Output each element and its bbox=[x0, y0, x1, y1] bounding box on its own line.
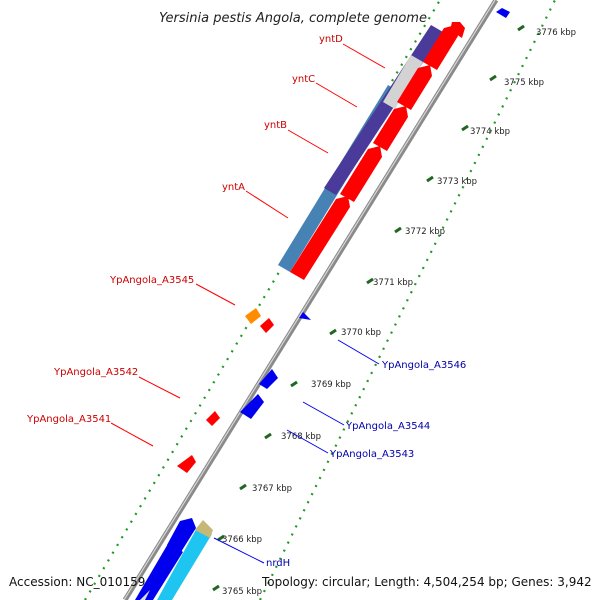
scale-label: 3769 kbp bbox=[311, 380, 351, 390]
gene-arrow-yntB bbox=[340, 146, 382, 202]
scale-tick bbox=[329, 328, 337, 336]
gene-arrow-YpAngola_A3544 bbox=[259, 369, 278, 389]
label-connector bbox=[195, 283, 236, 306]
scale-tick bbox=[517, 24, 525, 32]
scale-label: 3773 kbp bbox=[437, 177, 477, 187]
gene-band-tan bbox=[195, 520, 213, 538]
scale-label: 3765 kbp bbox=[222, 587, 262, 597]
scale-tick bbox=[264, 432, 272, 440]
genome-summary-text: Topology: circular; Length: 4,504,254 bp… bbox=[261, 575, 592, 589]
forward-label-connectors bbox=[110, 43, 386, 447]
gene-arrow-YpAngola_A3545-orange bbox=[245, 308, 261, 324]
gene-label-YpAngola_A3546: YpAngola_A3546 bbox=[381, 360, 466, 371]
label-connector bbox=[286, 429, 329, 454]
gene-label-YpAngola_A3541: YpAngola_A3541 bbox=[26, 414, 111, 425]
gene-label-yntC: yntC bbox=[292, 74, 315, 85]
label-connector bbox=[315, 82, 358, 108]
scale-tick bbox=[461, 124, 469, 132]
genome-backbone bbox=[122, 0, 499, 600]
gene-label-YpAngola_A3543: YpAngola_A3543 bbox=[329, 449, 414, 460]
gene-label-YpAngola_A3544: YpAngola_A3544 bbox=[345, 421, 430, 432]
scale-tick bbox=[426, 175, 434, 183]
label-connector bbox=[245, 190, 289, 219]
scale-tick bbox=[212, 584, 220, 592]
scale-tick bbox=[290, 380, 298, 388]
scale-label: 3771 kbp bbox=[373, 278, 413, 288]
scale-label: 3768 kbp bbox=[281, 432, 321, 442]
gene-arrow-YpAngola_A3545 bbox=[260, 318, 274, 333]
scale-label: 3772 kbp bbox=[405, 227, 445, 237]
gene-label-yntD: yntD bbox=[319, 34, 343, 45]
scale-label: 3770 kbp bbox=[341, 328, 381, 338]
accession-text: Accession: NC_010159 bbox=[9, 575, 145, 589]
gene-arrow-top-right-blue bbox=[496, 8, 510, 18]
gene-arrow-upstream bbox=[423, 25, 458, 70]
operon-band-lightgray bbox=[383, 55, 423, 109]
gene-label-YpAngola_A3545: YpAngola_A3545 bbox=[109, 275, 194, 286]
gene-label-yntB: yntB bbox=[264, 120, 287, 131]
gene-label-YpAngola_A3542: YpAngola_A3542 bbox=[53, 367, 138, 378]
scale-tick bbox=[366, 277, 374, 285]
scale-tick bbox=[394, 226, 402, 234]
scale-tick-marks bbox=[212, 24, 525, 592]
scale-label: 3774 kbp bbox=[470, 127, 510, 137]
genome-backbone-shine bbox=[123, 0, 496, 600]
label-connector bbox=[337, 339, 380, 365]
gene-arrow-yntC bbox=[373, 106, 408, 151]
label-connector bbox=[110, 422, 154, 447]
scale-label: 3766 kbp bbox=[222, 535, 262, 545]
gene-arrow-YpAngola_A3542 bbox=[206, 411, 220, 426]
map-title: Yersinia pestis Angola, complete genome bbox=[159, 11, 427, 26]
scale-label: 3775 kbp bbox=[504, 78, 544, 88]
scale-label: 3767 kbp bbox=[252, 484, 292, 494]
gene-arrow-yntD bbox=[397, 65, 432, 110]
label-connector bbox=[138, 376, 181, 399]
label-connector bbox=[213, 537, 265, 564]
label-connector bbox=[302, 401, 345, 426]
gene-arrow-top bbox=[450, 22, 465, 38]
gene-arrow-nrdH-blue-a bbox=[135, 542, 183, 600]
scale-label: 3776 kbp bbox=[536, 28, 576, 38]
gene-band-lightgray-bottom bbox=[140, 590, 150, 600]
gene-arrow-yntA bbox=[290, 196, 350, 280]
gene-band-cyan bbox=[157, 526, 212, 600]
scale-tick bbox=[239, 483, 247, 491]
gene-label-yntA: yntA bbox=[222, 182, 245, 193]
label-connector bbox=[287, 129, 329, 154]
scale-tick bbox=[489, 74, 497, 82]
gene-label-nrdH: nrdH bbox=[266, 558, 290, 569]
label-connector bbox=[342, 43, 386, 69]
gene-arrow-YpAngola_A3541 bbox=[177, 455, 196, 473]
scale-tick bbox=[217, 534, 225, 542]
gene-arrow-YpAngola_A3546 bbox=[299, 312, 311, 320]
gene-arrow-nrdH-blue-b bbox=[167, 518, 196, 552]
guide-dotted-outer bbox=[259, 0, 556, 600]
reverse-label-connectors bbox=[213, 339, 380, 564]
gene-arrow-YpAngola_A3543 bbox=[240, 394, 264, 419]
